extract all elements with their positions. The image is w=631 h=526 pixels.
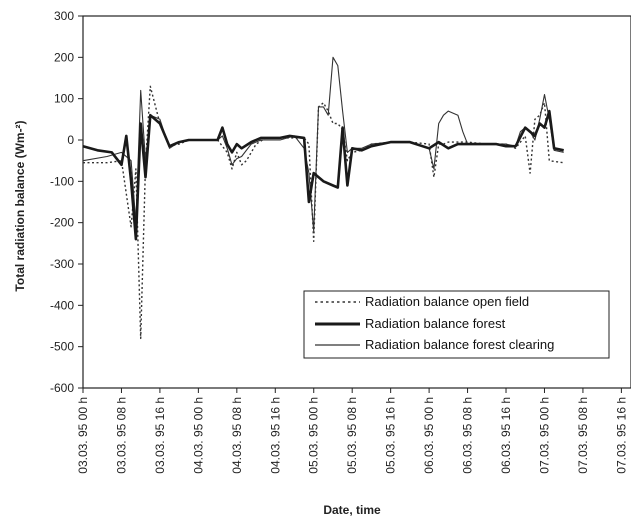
y-tick-label: 0	[67, 133, 74, 147]
x-tick-label: 04.03. 95 16 h	[268, 397, 282, 474]
x-axis: 03.03. 95 00 h 03.03. 95 08 h 03.03. 95 16…	[76, 388, 628, 474]
y-tick-label: -200	[50, 216, 74, 230]
x-tick-label: 04.03. 95 08 h	[230, 397, 244, 474]
x-axis-title: Date, time	[323, 503, 381, 517]
legend-label-forest: Radiation balance forest	[365, 316, 506, 331]
legend-label-open-field: Radiation balance open field	[365, 294, 529, 309]
x-tick-label: 07.03. 95 08 h	[576, 397, 590, 474]
series-line-radiation-balance-forest	[82, 109, 564, 241]
x-tick-label: 05.03. 95 16 h	[384, 397, 398, 474]
x-tick-label: 05.03. 95 08 h	[345, 397, 359, 474]
y-tick-label: -400	[50, 298, 74, 312]
x-tick-label: 03.03. 95 00 h	[76, 397, 90, 474]
x-tick-label: 04.03. 95 00 h	[191, 397, 205, 474]
y-tick-label: 100	[54, 92, 74, 106]
x-tick-label: 03.03. 95 08 h	[114, 397, 128, 474]
x-tick-label: 06.03. 95 16 h	[499, 397, 513, 474]
y-axis-title: Total radiation balance (Wm-²)	[13, 120, 27, 291]
x-tick-label: 07.03. 95 00 h	[537, 397, 551, 474]
y-tick-label: -300	[50, 257, 74, 271]
legend: Radiation balance open field Radiation b…	[303, 290, 610, 359]
y-tick-label: -100	[50, 174, 74, 188]
x-tick-label: 03.03. 95 16 h	[153, 397, 167, 474]
plot-frame	[82, 15, 631, 389]
x-tick-label: 06.03. 95 08 h	[461, 397, 475, 474]
x-tick-label: 05.03. 95 00 h	[307, 397, 321, 474]
x-tick-label: 06.03. 95 00 h	[422, 397, 436, 474]
x-tick-label: 07.03. 95 16 h	[614, 397, 628, 474]
y-axis: 300 200 100 0 -100 -200 -300 -400 -500 -600	[50, 9, 83, 395]
y-tick-label: -600	[50, 381, 74, 395]
y-tick-label: 200	[54, 50, 74, 64]
y-tick-label: -500	[50, 340, 74, 354]
y-tick-label: 300	[54, 9, 74, 23]
legend-label-forest-clearing: Radiation balance forest clearing	[365, 337, 554, 352]
series-layer	[82, 56, 564, 340]
plot-area	[82, 15, 631, 389]
